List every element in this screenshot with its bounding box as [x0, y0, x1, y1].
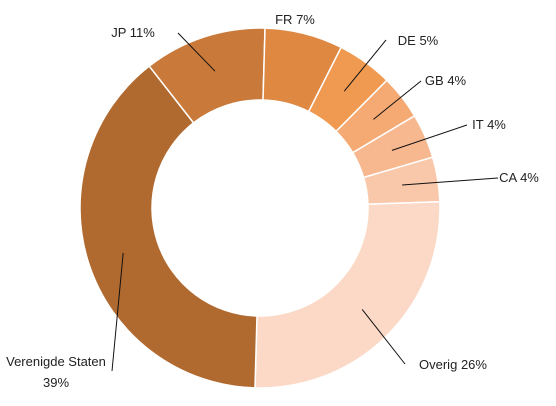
donut-slice: [254, 200, 441, 389]
category-label: Verenigde Staten: [6, 354, 106, 369]
value-label: 26%: [460, 357, 487, 372]
value-label: 4%: [447, 73, 467, 88]
value-label: 7%: [296, 12, 315, 27]
slice-label: Verenigde Staten 39%: [2, 351, 110, 393]
leader-line: [177, 32, 216, 72]
slice-label: CA 4%: [494, 167, 544, 188]
category-label: GB: [424, 73, 444, 88]
leader-line: [391, 124, 468, 151]
leader-line: [373, 80, 422, 120]
value-label: 4%: [520, 170, 539, 185]
leader-line: [402, 177, 499, 186]
slice-label: FR 7%: [265, 9, 325, 30]
category-label: FR: [275, 12, 293, 27]
donut-slice: [79, 65, 258, 389]
category-label: CA: [499, 170, 517, 185]
value-label: 4%: [487, 117, 506, 132]
slice-label: JP 11%: [88, 22, 178, 43]
category-label: Overig: [419, 357, 458, 372]
leader-line: [343, 39, 387, 92]
category-label: JP: [111, 25, 127, 40]
leader-line: [111, 252, 124, 372]
value-label: 11%: [129, 25, 155, 40]
category-label: DE: [397, 33, 416, 48]
slice-label: GB 4%: [418, 70, 473, 91]
value-label: 5%: [419, 33, 439, 48]
slice-label: DE 5%: [388, 30, 448, 51]
leader-line: [361, 309, 406, 365]
value-label: 39%: [42, 375, 70, 390]
category-label: IT: [472, 117, 484, 132]
slice-label: IT 4%: [464, 114, 514, 135]
slice-label: Overig 26%: [398, 354, 508, 375]
